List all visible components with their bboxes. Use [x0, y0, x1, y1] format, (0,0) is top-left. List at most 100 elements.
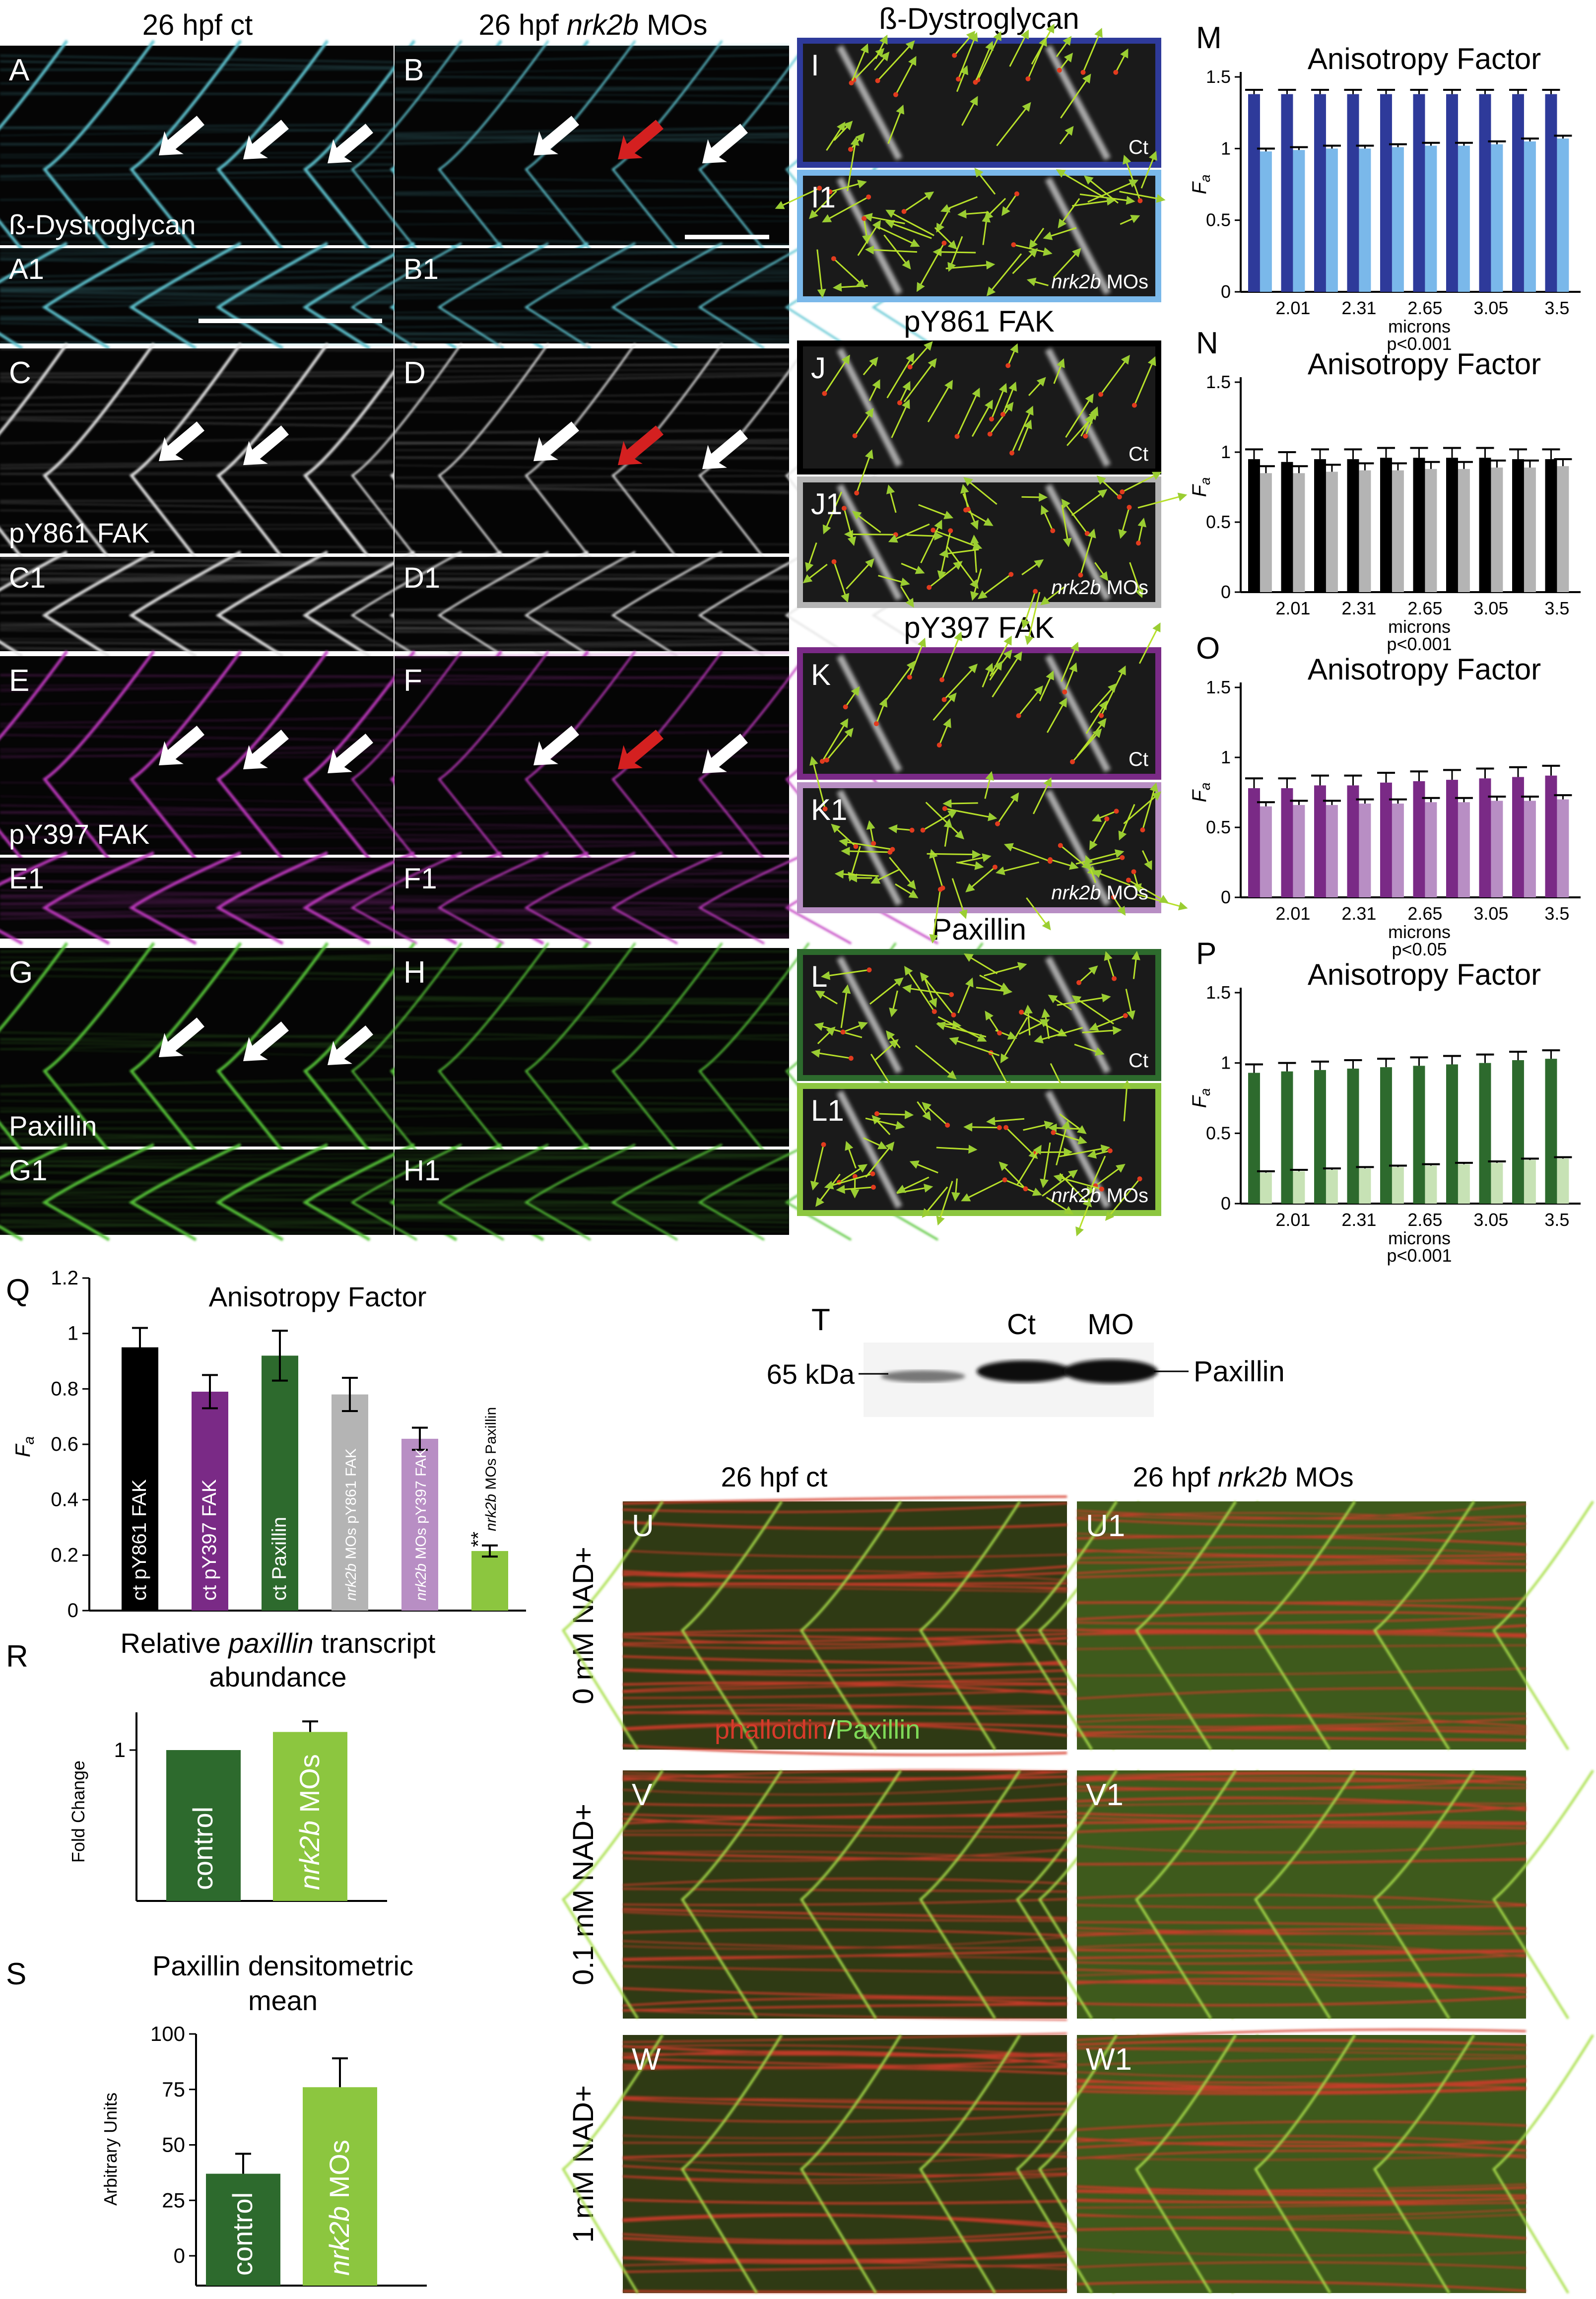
bar — [1479, 778, 1491, 897]
vector-origin — [965, 507, 971, 512]
bar — [1458, 469, 1470, 592]
chart-M: M Anisotropy Factor 0 0.5 1 1.5 Fa 2.01 2.31 2.65… — [1189, 21, 1581, 354]
vector-arrows — [802, 449, 1188, 645]
muscle-fiber — [0, 907, 394, 915]
vector-origin — [1120, 489, 1125, 495]
scale-bar — [199, 319, 382, 323]
vector-arrow — [960, 484, 969, 510]
vector-arrows — [809, 756, 1188, 944]
bar — [166, 1750, 241, 1901]
vector-origin — [1112, 976, 1117, 981]
muscle-fiber — [0, 1157, 394, 1163]
red-arrow — [618, 425, 664, 466]
vector-origin — [973, 79, 978, 85]
vector-arrow — [843, 508, 857, 546]
lane-label-ct: Ct — [1007, 1308, 1036, 1341]
bar-label: nrk2b MOs — [294, 1754, 325, 1890]
vector-arrow — [865, 1117, 905, 1130]
ylabel-F: F — [1189, 484, 1210, 497]
bar — [1380, 1067, 1392, 1204]
somite-boundary — [215, 242, 329, 350]
vector-arrow — [976, 986, 1013, 996]
actin-fiber — [1076, 2150, 1527, 2160]
actin-fiber — [1076, 2081, 1527, 2089]
somite-boundary — [437, 1144, 549, 1241]
vector-arrow — [886, 484, 897, 513]
bar — [1347, 1069, 1359, 1204]
red-arrow — [618, 120, 664, 160]
vector-arrow — [1065, 393, 1094, 438]
vector-arrow — [826, 728, 854, 761]
muscle-fiber — [394, 1153, 790, 1160]
muscle-fiber — [394, 621, 790, 624]
panel-letter: D1 — [403, 562, 440, 594]
muscle-fiber — [394, 355, 790, 361]
y-tick-label: 1.5 — [1206, 982, 1231, 1003]
muscle-fiber — [0, 629, 394, 634]
muscle-fiber — [394, 1164, 790, 1170]
vector-arrow — [816, 249, 826, 298]
somite-boundary — [1492, 1769, 1595, 2020]
muscle-fiber — [394, 630, 790, 639]
actin-fiber — [622, 1798, 1067, 1807]
muscle-fiber — [394, 188, 790, 194]
condition-tag: nrk2b MOs — [1051, 271, 1148, 293]
bar — [1326, 1170, 1338, 1204]
muscle-fiber — [394, 1200, 790, 1207]
actin-fiber — [1076, 2280, 1527, 2292]
vector-origin — [1023, 1186, 1028, 1192]
vector-arrow — [1085, 700, 1108, 734]
bar — [1524, 468, 1536, 592]
vector-origin — [1084, 531, 1090, 536]
y-tick-label: 50 — [162, 2133, 185, 2157]
bar — [1347, 94, 1359, 292]
muscle-fiber — [394, 368, 790, 372]
concentration-label: 1 mM NAD+ — [567, 2085, 599, 2242]
vector-arrow — [985, 1011, 1000, 1034]
muscle-fiber — [0, 641, 394, 647]
vector-origin — [1058, 843, 1063, 848]
actin-fiber — [1076, 2185, 1527, 2193]
vector-arrow — [1100, 354, 1130, 395]
white-arrow — [533, 421, 579, 462]
vector-arrow — [984, 962, 1027, 977]
bar-label-text: ct pY861 FAK — [129, 1479, 150, 1601]
arrow-shape — [702, 429, 748, 470]
x-tick-label: 3.05 — [1473, 598, 1508, 618]
muscle-fiber — [0, 300, 394, 304]
rescue-panel-U1: U1 — [1015, 1500, 1595, 1751]
muscle-fiber — [394, 177, 790, 184]
bar — [1293, 150, 1305, 292]
x-tick-label: 2.01 — [1275, 298, 1310, 318]
y-tick-label: 75 — [162, 2078, 185, 2101]
vector-arrow — [990, 1052, 1011, 1090]
bar-label: ct pY397 FAK — [199, 1479, 220, 1601]
condition-tag: Ct — [1129, 748, 1148, 770]
column-headers: 26 hpf ct 26 hpf nrk2b MOs — [142, 9, 708, 41]
actin-fiber — [622, 2065, 1067, 2069]
vector-arrow — [1125, 989, 1135, 1020]
actin-fiber — [622, 1997, 1067, 2007]
panel-letter: Q — [6, 1273, 30, 1307]
muscle-fiber — [0, 462, 394, 470]
x-tick-label: 3.5 — [1544, 298, 1569, 318]
actin-fiber — [622, 1722, 1067, 1737]
muscle-fiber — [394, 364, 790, 368]
muscle-fiber — [0, 527, 394, 532]
bar — [1524, 141, 1536, 292]
bar — [1359, 1168, 1371, 1204]
muscle-fiber — [394, 237, 790, 247]
actin-fiber — [1076, 1713, 1527, 1723]
vector-arrow — [932, 529, 983, 550]
vector-arrow — [1021, 559, 1044, 576]
muscle-fiber — [394, 1034, 790, 1042]
vector-arrow — [1050, 859, 1079, 870]
muscle-fiber — [0, 524, 394, 526]
bar — [1491, 144, 1503, 292]
muscle-fiber — [394, 675, 790, 680]
panel-letter: G — [9, 955, 33, 990]
actin-fiber — [1076, 1615, 1527, 1624]
vector-arrow — [1064, 662, 1077, 692]
panel-letter: G1 — [9, 1154, 47, 1187]
